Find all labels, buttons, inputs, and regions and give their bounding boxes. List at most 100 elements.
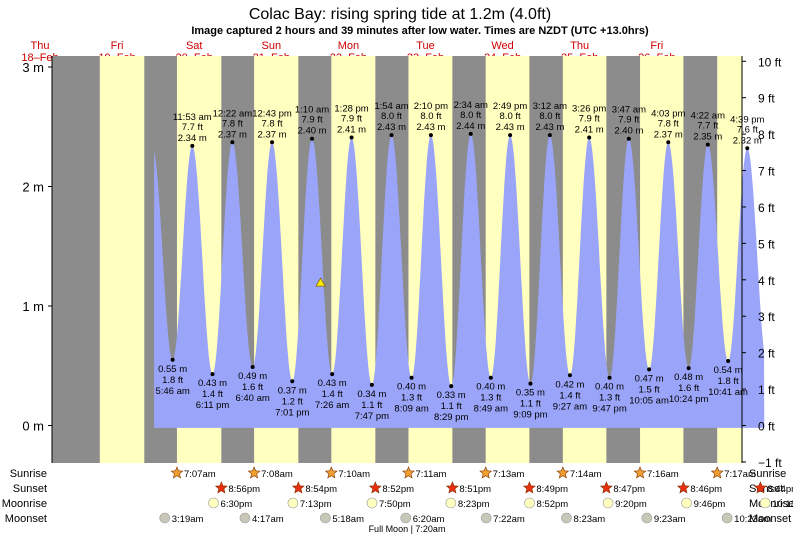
current-level-marker: [315, 277, 326, 287]
high-tide-ft: 7.7 ft: [697, 121, 718, 132]
high-tide-time: 3:26 pm: [572, 104, 606, 115]
moonrise-icon: [759, 497, 771, 509]
low-tide-point: [290, 379, 295, 384]
moonrise-time: 8:23pm: [458, 499, 490, 510]
right-tick-label: −1 ft: [758, 456, 782, 470]
low-tide-time: 7:26 am: [315, 400, 349, 411]
low-tide-m: 0.47 m: [635, 373, 664, 384]
sunrise-icon: [556, 466, 570, 479]
moonrise-time: 9:20pm: [615, 499, 647, 510]
high-tide-point: [587, 135, 592, 140]
right-tick-label: 0 ft: [758, 420, 775, 434]
day-name: Fri: [650, 40, 663, 52]
low-tide-m: 0.49 m: [238, 371, 267, 382]
high-tide-ft: 8.0 ft: [420, 111, 441, 122]
sunrise-icon: [633, 466, 647, 479]
low-tide-time: 8:49 am: [474, 404, 508, 415]
low-tide-m: 0.55 m: [158, 364, 187, 375]
high-tide-point: [508, 133, 513, 138]
low-tide-ft: 1.4 ft: [202, 389, 223, 400]
moonset-time: 7:22am: [493, 514, 525, 525]
moonset-row-label-right: Moonset: [749, 513, 791, 525]
high-tide-ft: 8.0 ft: [539, 111, 560, 122]
high-tide-ft: 7.9 ft: [618, 115, 639, 126]
low-tide-time: 7:01 pm: [275, 407, 309, 418]
sunrise-icon: [402, 466, 415, 479]
low-tide-ft: 1.6 ft: [242, 382, 263, 393]
high-tide-point: [745, 146, 750, 151]
low-tide-m: 0.35 m: [516, 388, 545, 399]
high-tide-m: 2.44 m: [456, 121, 485, 132]
high-tide-time: 11:53 am: [173, 112, 212, 123]
moonset-time: 4:17am: [252, 514, 284, 525]
moonrise-time: 7:50pm: [379, 499, 411, 510]
moonrise-row-label-right: Moonrise: [749, 498, 793, 510]
moonset-icon: [480, 512, 492, 524]
day-name: Mon: [338, 40, 359, 52]
moonrise-time: 8:52pm: [537, 499, 569, 510]
high-tide-time: 2:34 am: [454, 100, 488, 111]
high-tide-m: 2.43 m: [496, 122, 525, 133]
low-tide-point: [488, 375, 493, 380]
sunrise-time: 7:14am: [570, 469, 602, 480]
left-tick-label: 3 m: [22, 60, 44, 75]
moonrise-row-label-left: Moonrise: [2, 498, 47, 510]
day-name: Sat: [186, 40, 203, 52]
left-tick-label: 2 m: [22, 180, 44, 195]
moonset-time: 6:20am: [413, 514, 445, 525]
sunrise-icon: [710, 466, 724, 479]
right-tick-label: 8 ft: [758, 128, 775, 142]
low-tide-m: 0.40 m: [476, 382, 505, 393]
sunset-time: 8:46pm: [690, 484, 722, 495]
moonrise-icon: [287, 497, 299, 509]
low-tide-m: 0.43 m: [318, 378, 347, 389]
sunrise-row-label-left: Sunrise: [10, 468, 47, 480]
low-tide-point: [250, 364, 255, 369]
low-tide-ft: 1.3 ft: [401, 393, 422, 404]
low-tide-point: [330, 372, 335, 377]
sunset-icon: [291, 481, 305, 494]
moonrise-time: 7:13pm: [300, 499, 332, 510]
right-tick-label: 7 ft: [758, 165, 775, 179]
sunset-time: 8:51pm: [459, 484, 491, 495]
moonrise-icon: [602, 497, 614, 509]
low-tide-point: [647, 367, 652, 372]
low-tide-point: [686, 366, 691, 371]
right-axis: −1 ft 0 ft 1 ft 2 ft 3 ft 4 ft 5 ft 6 ft 7 ft 8 f…: [741, 55, 782, 470]
high-tide-time: 4:39 pm: [730, 114, 764, 125]
day-name: Wed: [491, 40, 513, 52]
low-tide-point: [726, 358, 731, 363]
day-name: Fri: [111, 40, 124, 52]
tide-area: [154, 134, 765, 428]
moonset-icon: [400, 512, 412, 524]
high-tide-time: 2:49 pm: [493, 101, 527, 112]
high-tide-m: 2.32 m: [733, 135, 762, 146]
low-tide-time: 8:29 pm: [434, 412, 468, 423]
sunrise-time: 7:08am: [261, 469, 293, 480]
low-tide-m: 0.33 m: [437, 390, 466, 401]
right-tick-label: 5 ft: [758, 237, 775, 251]
day-date: 18–Feb: [21, 52, 58, 64]
high-tide-m: 2.37 m: [258, 129, 287, 140]
moonrise-time: 10:13pm: [772, 499, 793, 510]
day-name: Tue: [416, 40, 435, 52]
high-tide-point: [468, 131, 473, 136]
chart-title: Colac Bay: rising spring tide at 1.2m (4…: [249, 6, 551, 23]
low-tide-time: 8:09 am: [394, 404, 428, 415]
sunrise-time: 7:17am: [724, 469, 756, 480]
moonrise-icon: [524, 497, 535, 509]
high-tide-m: 2.41 m: [575, 125, 604, 136]
high-tide-ft: 7.9 ft: [341, 114, 362, 125]
low-tide-point: [449, 384, 454, 389]
tide-area-layer: [154, 134, 765, 428]
low-tide-ft: 1.3 ft: [599, 393, 620, 404]
moonrise-icon: [681, 497, 692, 509]
moonset-icon: [320, 512, 331, 524]
left-tick-label: 0 m: [22, 419, 44, 434]
high-tide-m: 2.43 m: [416, 122, 445, 133]
high-tide-m: 2.43 m: [535, 122, 564, 133]
high-tide-time: 2:10 pm: [414, 101, 448, 112]
low-tide-time: 7:47 pm: [355, 411, 389, 422]
